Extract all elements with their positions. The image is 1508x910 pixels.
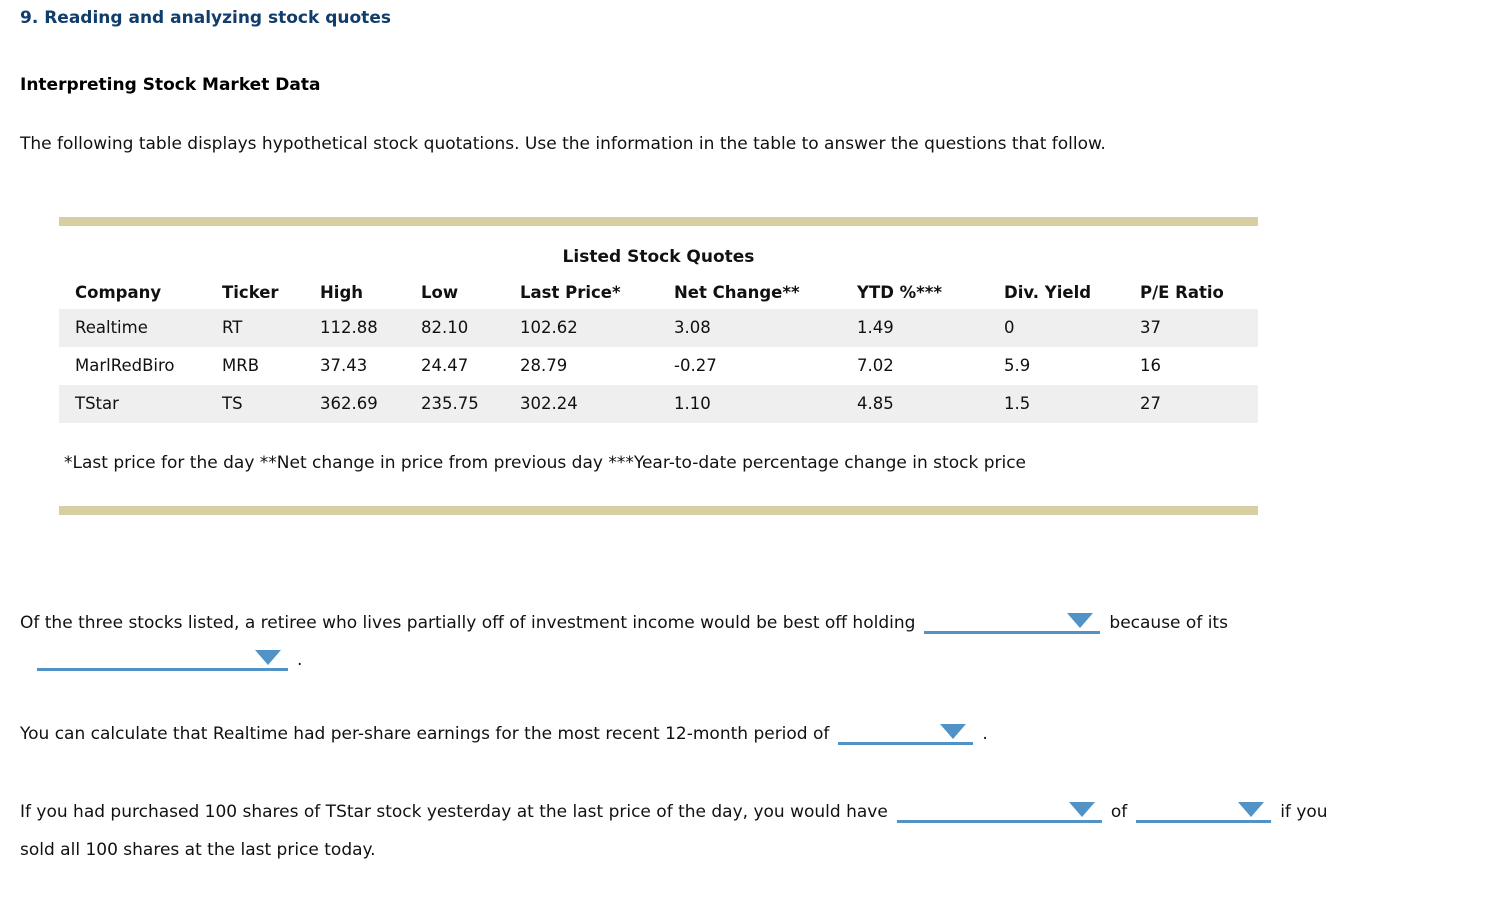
assignment-page: 9. Reading and analyzing stock quotes In… bbox=[20, 8, 1488, 862]
cell-ticker: TS bbox=[206, 385, 304, 423]
cell-ytd: 1.49 bbox=[841, 309, 988, 347]
cell-low: 235.75 bbox=[405, 385, 504, 423]
column-header-ticker: Ticker bbox=[222, 283, 279, 302]
cell-pe-ratio: 37 bbox=[1124, 309, 1258, 347]
dropdown-arrow-icon bbox=[1238, 802, 1265, 817]
cell-net-change: 1.10 bbox=[658, 385, 841, 423]
cell-ytd: 4.85 bbox=[841, 385, 988, 423]
dropdown-arrow-icon bbox=[940, 724, 967, 739]
cell-net-change: -0.27 bbox=[674, 356, 717, 375]
dropdown-arrow-icon bbox=[255, 650, 281, 665]
cell-low: 24.47 bbox=[421, 356, 469, 375]
cell-ytd: 7.02 bbox=[857, 356, 894, 375]
question-1-text-b: because of its bbox=[1109, 613, 1228, 633]
cell-ticker: RT bbox=[206, 309, 304, 347]
column-header-div-yield: Div. Yield bbox=[1004, 283, 1092, 302]
table-header-row: Company Ticker High Low Last Price* Net … bbox=[59, 279, 1258, 309]
q1-stock-dropdown[interactable] bbox=[924, 613, 1101, 634]
column-header-pe-ratio: P/E Ratio bbox=[1140, 283, 1224, 302]
question-2: You can calculate that Realtime had per-… bbox=[20, 723, 1488, 746]
table-title: Listed Stock Quotes bbox=[562, 247, 755, 267]
column-header-company: Company bbox=[75, 283, 162, 302]
q3-amount-dropdown[interactable] bbox=[1136, 802, 1272, 823]
question-3-text-a: If you had purchased 100 shares of TStar… bbox=[20, 802, 888, 822]
cell-last-price: 302.24 bbox=[504, 385, 658, 423]
q3-gain-loss-dropdown[interactable] bbox=[896, 802, 1102, 823]
table-row-realtime: Realtime RT 112.88 82.10 102.62 3.08 1.4… bbox=[59, 309, 1258, 347]
cell-high: 37.43 bbox=[320, 356, 368, 375]
cell-div-yield: 0 bbox=[988, 309, 1124, 347]
question-3-text-d: sold all 100 shares at the last price to… bbox=[20, 840, 376, 860]
cell-pe-ratio: 27 bbox=[1124, 385, 1258, 423]
panel-bottom-rule bbox=[59, 506, 1258, 515]
table-row-tstar: TStar TS 362.69 235.75 302.24 1.10 4.85 … bbox=[59, 385, 1258, 423]
question-1: Of the three stocks listed, a retiree wh… bbox=[20, 612, 1488, 672]
table-footnote: *Last price for the day **Net change in … bbox=[64, 453, 1027, 473]
cell-high: 362.69 bbox=[304, 385, 405, 423]
cell-company: Realtime bbox=[59, 309, 206, 347]
column-header-last-price: Last Price* bbox=[520, 283, 621, 302]
cell-high: 112.88 bbox=[304, 309, 405, 347]
stock-quotes-table: Company Ticker High Low Last Price* Net … bbox=[59, 279, 1258, 423]
cell-company: MarlRedBiro bbox=[75, 356, 175, 375]
intro-text: The following table displays hypothetica… bbox=[20, 134, 1106, 154]
cell-last-price: 102.62 bbox=[504, 309, 658, 347]
cell-ticker: MRB bbox=[222, 356, 260, 375]
cell-low: 82.10 bbox=[405, 309, 504, 347]
dropdown-arrow-icon bbox=[1068, 802, 1095, 817]
dropdown-arrow-icon bbox=[1067, 613, 1094, 628]
q2-eps-dropdown[interactable] bbox=[838, 724, 974, 745]
question-3-text-b: of bbox=[1110, 802, 1128, 822]
cell-pe-ratio: 16 bbox=[1140, 356, 1161, 375]
cell-div-yield: 1.5 bbox=[988, 385, 1124, 423]
question-3-text-c: if you bbox=[1280, 802, 1328, 822]
column-header-high: High bbox=[320, 283, 364, 302]
panel-top-rule bbox=[59, 217, 1258, 226]
column-header-net-change: Net Change** bbox=[674, 283, 800, 302]
table-row-marlredbiro: MarlRedBiro MRB 37.43 24.47 28.79 -0.27 … bbox=[59, 347, 1258, 385]
section-title: Interpreting Stock Market Data bbox=[20, 75, 321, 95]
cell-div-yield: 5.9 bbox=[1004, 356, 1031, 375]
cell-net-change: 3.08 bbox=[658, 309, 841, 347]
question-1-period: . bbox=[297, 650, 303, 670]
column-header-ytd: YTD %*** bbox=[857, 283, 943, 302]
cell-last-price: 28.79 bbox=[520, 356, 568, 375]
question-3: If you had purchased 100 shares of TStar… bbox=[20, 801, 1488, 862]
q1-reason-dropdown[interactable] bbox=[37, 650, 288, 671]
column-header-low: Low bbox=[421, 283, 459, 302]
page-title: 9. Reading and analyzing stock quotes bbox=[20, 8, 391, 28]
question-2-text: You can calculate that Realtime had per-… bbox=[20, 724, 830, 744]
stock-quotes-panel: Listed Stock Quotes Company Ticker High … bbox=[59, 217, 1258, 515]
cell-company: TStar bbox=[59, 385, 206, 423]
question-1-text-a: Of the three stocks listed, a retiree wh… bbox=[20, 613, 916, 633]
question-2-period: . bbox=[982, 724, 988, 744]
